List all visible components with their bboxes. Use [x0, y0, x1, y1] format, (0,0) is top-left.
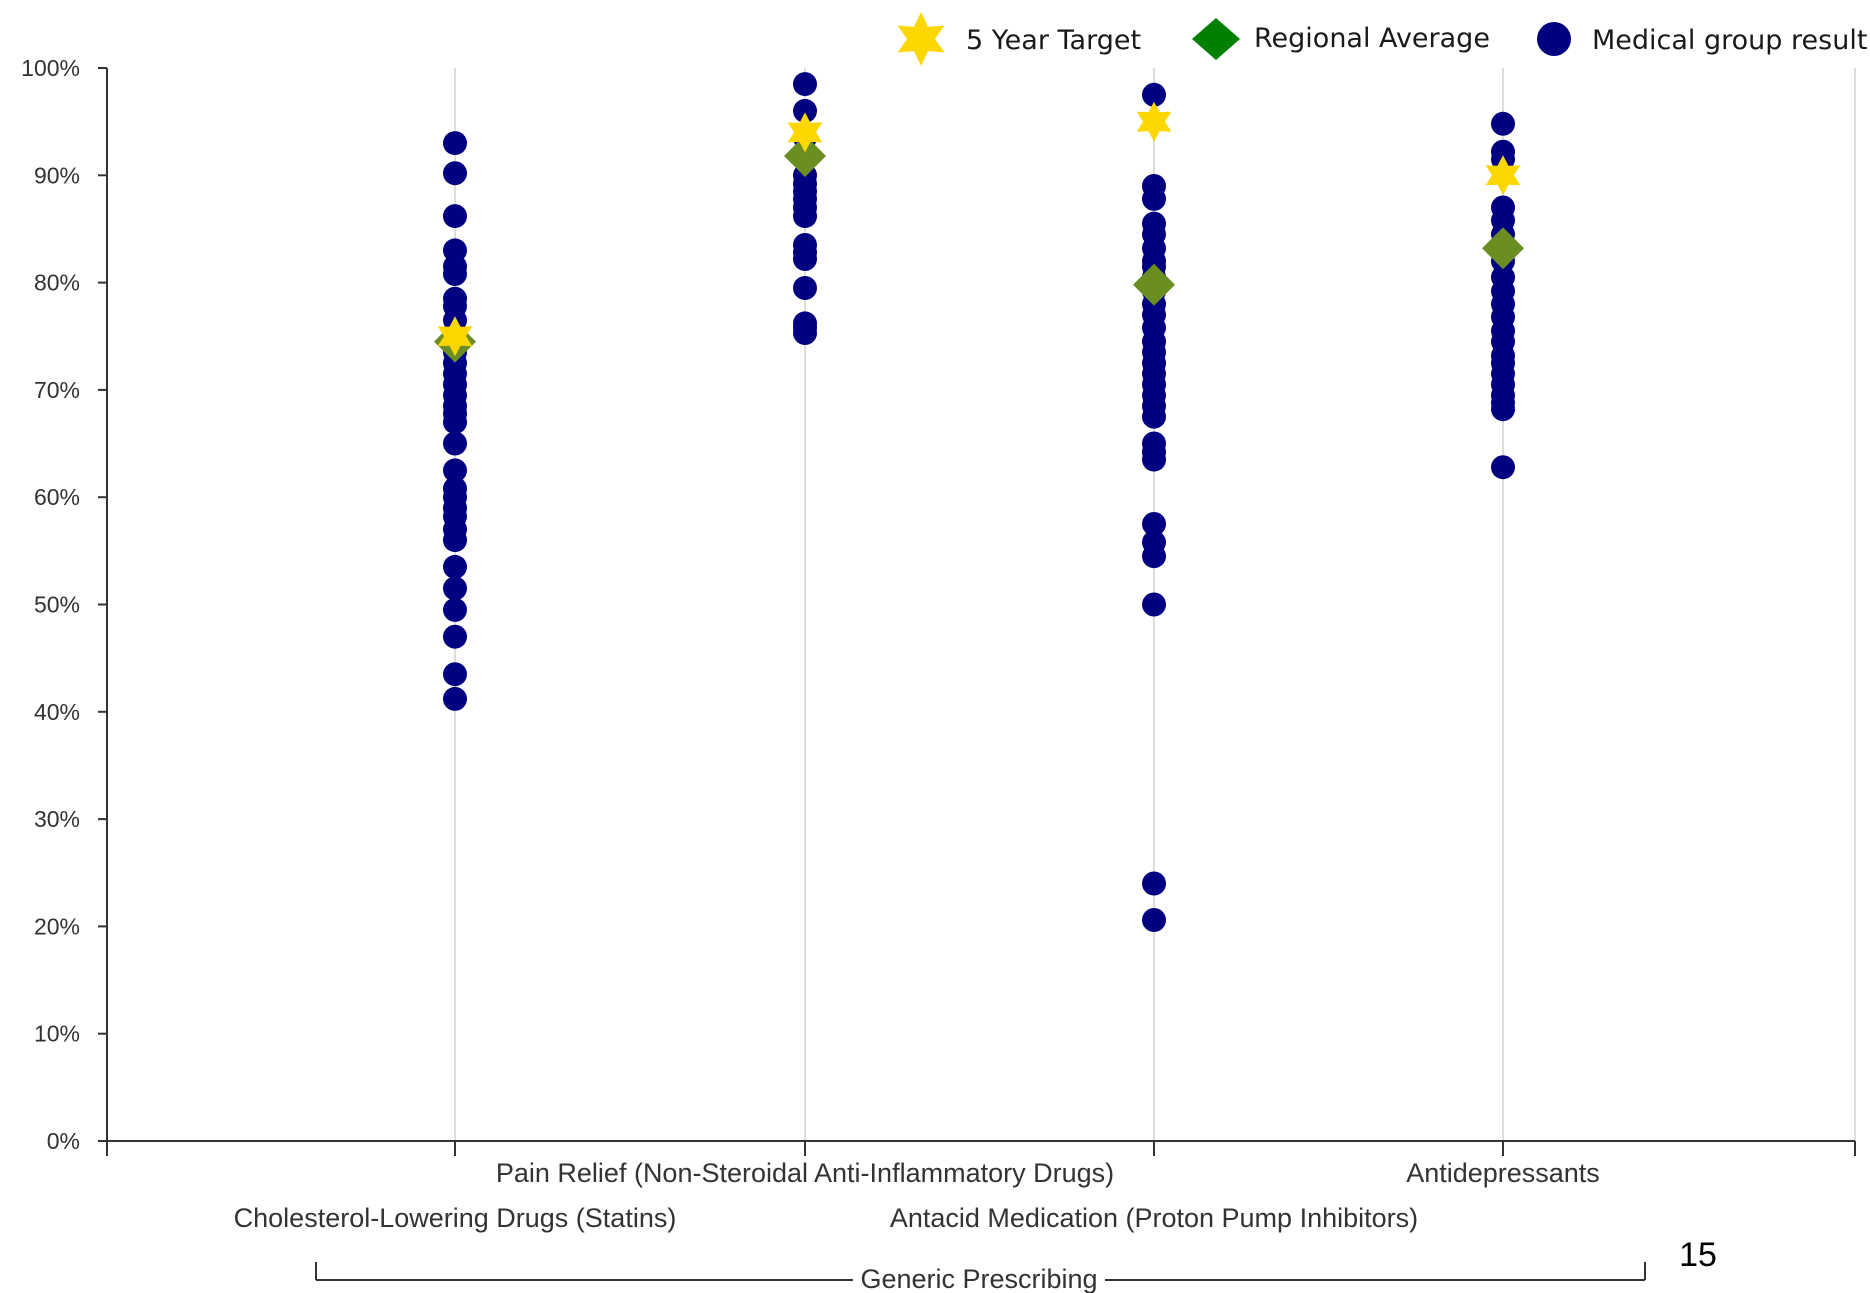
- data-point: [443, 576, 467, 601]
- y-tick-label: 10%: [34, 1021, 80, 1047]
- data-point: [1142, 404, 1166, 429]
- legend-label-regional: Regional Average: [1254, 23, 1490, 54]
- y-tick-label: 20%: [34, 913, 80, 939]
- target-marker: [437, 316, 473, 357]
- data-point: [1142, 908, 1166, 932]
- category-label-pain-relief: Pain Relief (Non-Steroidal Anti-Inflamma…: [496, 1158, 1114, 1188]
- data-point: [793, 276, 817, 300]
- data-point: [443, 262, 467, 286]
- group-bracket: [315, 1262, 1646, 1281]
- regional-average-markers: [434, 134, 1524, 363]
- data-point: [443, 131, 467, 156]
- data-point: [1142, 447, 1166, 472]
- data-point: [1491, 111, 1515, 136]
- regional-average-marker: [784, 134, 826, 177]
- target-marker: [1136, 101, 1172, 142]
- regional-average-marker: [1133, 263, 1175, 306]
- data-point: [443, 686, 467, 711]
- data-point: [443, 597, 467, 622]
- target-marker: [1485, 155, 1521, 196]
- data-point: [1142, 82, 1166, 107]
- star-icon: [897, 12, 945, 66]
- y-tick-label: 80%: [34, 270, 80, 296]
- data-point: [443, 624, 467, 649]
- data-point: [793, 247, 817, 271]
- target-marker: [787, 112, 823, 153]
- data-point: [793, 72, 817, 97]
- data-point: [443, 662, 467, 687]
- data-point: [443, 410, 467, 435]
- axes: [106, 68, 1855, 1142]
- data-point: [443, 458, 467, 483]
- x-ticks: [106, 1141, 1856, 1156]
- data-point: [443, 431, 467, 456]
- data-point: [793, 204, 817, 229]
- y-tick-label: 40%: [34, 699, 80, 725]
- y-tick-label: 0%: [47, 1128, 80, 1154]
- data-point: [793, 98, 817, 123]
- category-label-antacid: Antacid Medication (Proton Pump Inhibito…: [890, 1203, 1418, 1233]
- data-point: [1142, 544, 1166, 569]
- legend: 5 Year Target Regional Average Medical g…: [897, 12, 1867, 66]
- data-point: [793, 321, 817, 345]
- data-point: [443, 528, 467, 553]
- data-point: [1142, 871, 1166, 896]
- diamond-icon: [1192, 18, 1240, 60]
- medical-group-points: [443, 72, 1515, 932]
- data-point: [1142, 186, 1166, 211]
- data-point: [1142, 592, 1166, 617]
- y-tick-label: 70%: [34, 377, 80, 403]
- data-point: [1142, 512, 1166, 536]
- legend-label-target: 5 Year Target: [966, 25, 1141, 56]
- target-markers: [437, 101, 1521, 357]
- y-ticks: 0% 10% 20% 30% 40% 50% 60% 70% 80% 90% 100%: [21, 55, 107, 1154]
- legend-label-medical: Medical group result: [1592, 25, 1867, 56]
- y-tick-label: 100%: [21, 55, 80, 81]
- data-point: [1491, 397, 1515, 422]
- data-point: [443, 554, 467, 579]
- category-label-antidepressants: Antidepressants: [1406, 1158, 1600, 1188]
- group-label: Generic Prescribing: [860, 1264, 1097, 1293]
- circle-icon: [1537, 22, 1571, 56]
- y-tick-label: 30%: [34, 806, 80, 832]
- y-tick-label: 60%: [34, 484, 80, 510]
- y-tick-label: 50%: [34, 592, 80, 618]
- page-number: 15: [1679, 1236, 1717, 1274]
- data-point: [443, 161, 467, 186]
- data-point: [1491, 455, 1515, 480]
- y-tick-label: 90%: [34, 162, 80, 188]
- category-label-statins: Cholesterol-Lowering Drugs (Statins): [234, 1203, 677, 1233]
- data-point: [443, 204, 467, 229]
- regional-average-marker: [1482, 227, 1524, 270]
